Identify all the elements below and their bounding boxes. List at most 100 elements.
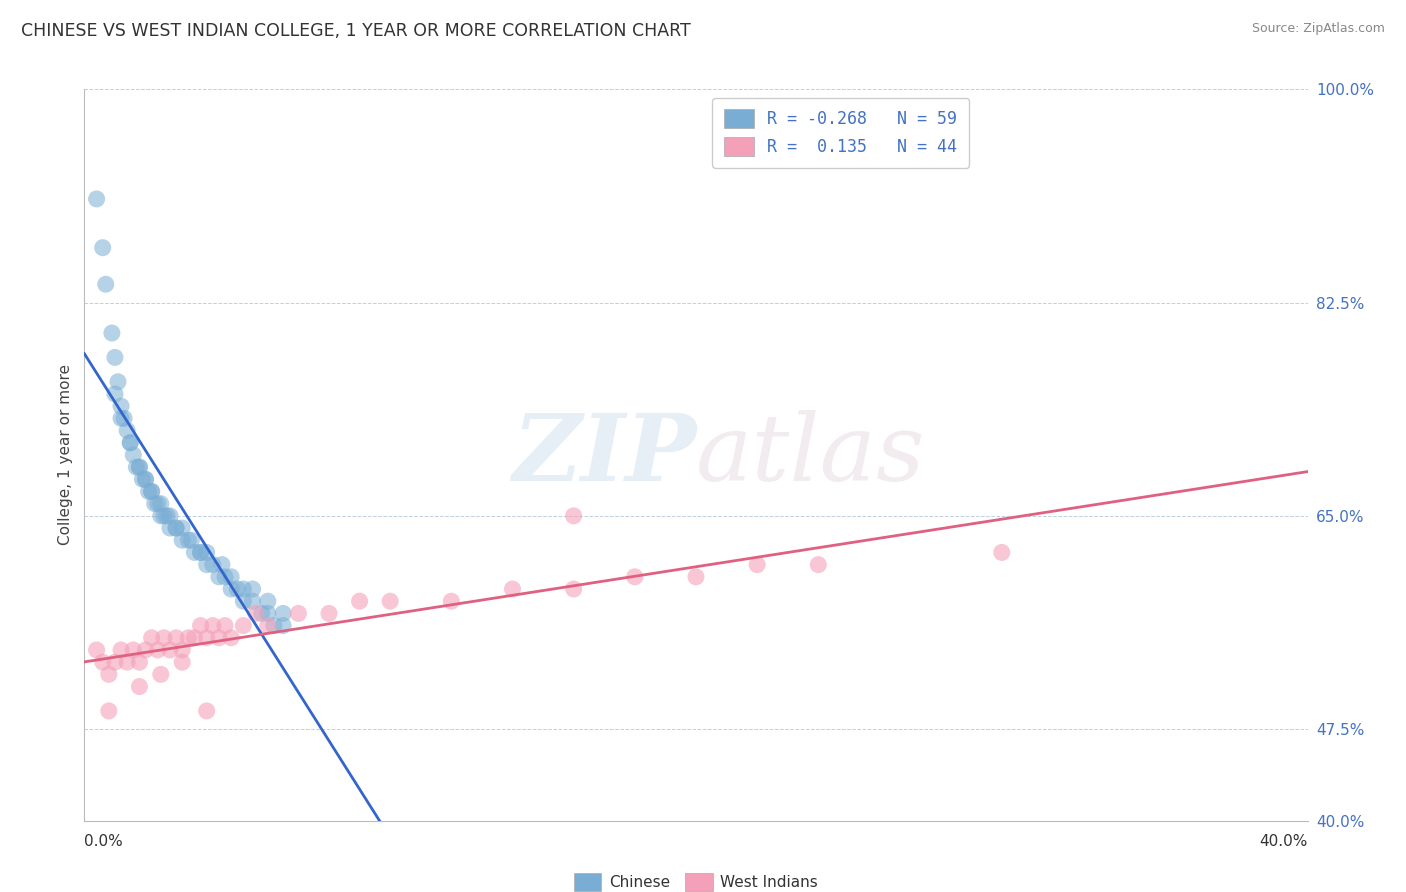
Point: [135, 472, 157, 486]
Point: [97, 667, 120, 681]
Point: [110, 399, 132, 413]
Text: CHINESE VS WEST INDIAN COLLEGE, 1 YEAR OR MORE CORRELATION CHART: CHINESE VS WEST INDIAN COLLEGE, 1 YEAR O…: [21, 22, 690, 40]
Point: [807, 558, 830, 572]
Point: [97, 704, 120, 718]
Text: 40.0%: 40.0%: [1260, 834, 1308, 849]
Point: [120, 435, 142, 450]
Point: [190, 545, 212, 559]
Point: [128, 460, 150, 475]
Point: [135, 643, 157, 657]
Point: [502, 582, 524, 596]
Point: [201, 618, 224, 632]
Point: [195, 558, 218, 572]
Point: [172, 533, 194, 548]
Point: [271, 607, 294, 621]
Point: [172, 655, 194, 669]
Point: [149, 497, 172, 511]
Point: [440, 594, 463, 608]
Point: [208, 631, 231, 645]
Point: [562, 582, 585, 596]
Point: [165, 631, 187, 645]
Point: [104, 387, 127, 401]
Point: [226, 582, 249, 596]
Point: [195, 545, 218, 559]
Point: [747, 558, 769, 572]
Point: [380, 594, 402, 608]
Point: [208, 570, 231, 584]
Point: [257, 594, 280, 608]
Point: [991, 545, 1014, 559]
Point: [86, 643, 108, 657]
Point: [149, 667, 172, 681]
Point: [146, 497, 169, 511]
Point: [201, 558, 224, 572]
Point: [214, 618, 236, 632]
Point: [271, 618, 294, 632]
Point: [128, 460, 150, 475]
Point: [153, 508, 176, 523]
Point: [94, 277, 117, 292]
Point: [115, 424, 138, 438]
Point: [110, 411, 132, 425]
Point: [110, 643, 132, 657]
Text: atlas: atlas: [696, 410, 925, 500]
Point: [562, 508, 585, 523]
Point: [153, 631, 176, 645]
Point: [172, 643, 194, 657]
Point: [122, 643, 145, 657]
Point: [177, 631, 200, 645]
Point: [195, 704, 218, 718]
Point: [287, 607, 309, 621]
Point: [195, 631, 218, 645]
Point: [112, 411, 135, 425]
Point: [214, 570, 236, 584]
Point: [125, 460, 148, 475]
Text: ZIP: ZIP: [512, 410, 696, 500]
Point: [115, 655, 138, 669]
Point: [318, 607, 340, 621]
Point: [177, 533, 200, 548]
Point: [624, 570, 647, 584]
Point: [135, 472, 157, 486]
Text: 0.0%: 0.0%: [84, 834, 124, 849]
Point: [219, 631, 242, 645]
Point: [232, 594, 254, 608]
Point: [141, 484, 163, 499]
Point: [349, 594, 371, 608]
Point: [141, 631, 163, 645]
Point: [138, 484, 160, 499]
Point: [183, 545, 205, 559]
Point: [86, 192, 108, 206]
Point: [190, 618, 212, 632]
Point: [146, 643, 169, 657]
Point: [257, 607, 280, 621]
Point: [219, 582, 242, 596]
Point: [242, 582, 264, 596]
Point: [172, 521, 194, 535]
Point: [180, 533, 202, 548]
Point: [183, 631, 205, 645]
Point: [250, 607, 273, 621]
Point: [107, 375, 129, 389]
Point: [159, 521, 181, 535]
Point: [122, 448, 145, 462]
Point: [128, 655, 150, 669]
Point: [91, 241, 114, 255]
Point: [91, 655, 114, 669]
Point: [165, 521, 187, 535]
Point: [263, 618, 285, 632]
Point: [165, 521, 187, 535]
Point: [131, 472, 153, 486]
Legend: Chinese, West Indians: Chinese, West Indians: [568, 867, 824, 892]
Point: [101, 326, 124, 340]
Point: [245, 607, 267, 621]
Point: [104, 351, 127, 365]
Point: [104, 655, 127, 669]
Point: [211, 558, 233, 572]
Point: [159, 508, 181, 523]
Point: [120, 435, 142, 450]
Point: [141, 484, 163, 499]
Point: [232, 582, 254, 596]
Point: [219, 570, 242, 584]
Point: [143, 497, 166, 511]
